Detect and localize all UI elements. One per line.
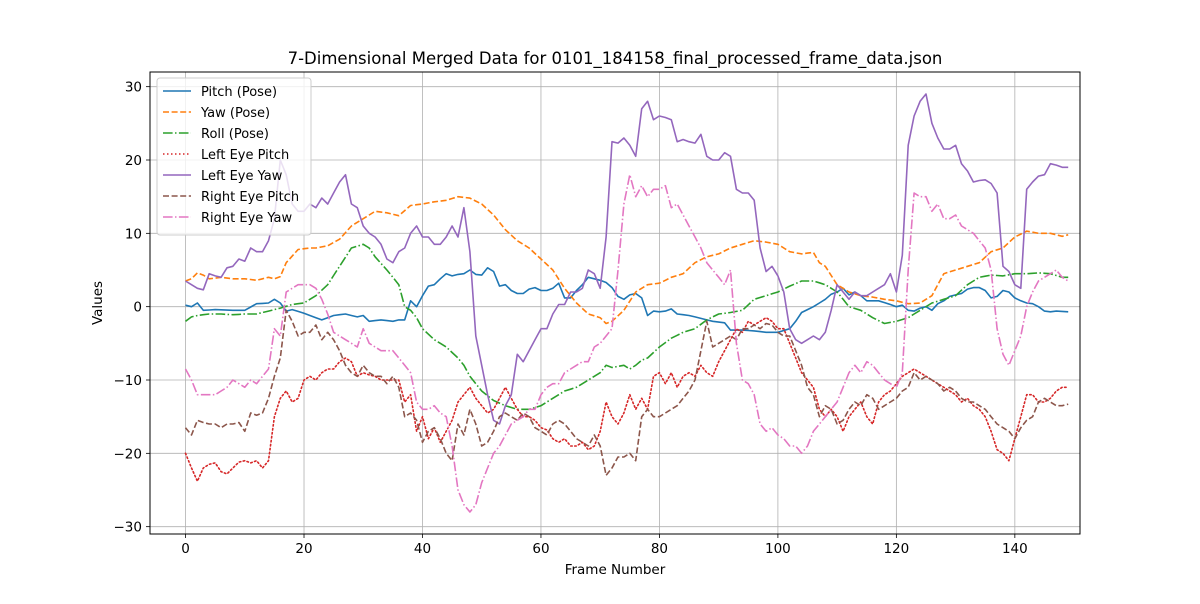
legend-label-pitch-pose: Pitch (Pose): [201, 85, 277, 100]
x-axis-label: Frame Number: [565, 562, 666, 578]
x-tick-label: 80: [651, 541, 668, 557]
series-line-yaw-pose: [185, 195, 1069, 325]
chart-title: 7-Dimensional Merged Data for 0101_18415…: [288, 49, 943, 69]
series-line-pitch-pose: [185, 267, 1069, 334]
legend-label-roll-pose: Roll (Pose): [201, 127, 269, 142]
legend-label-left-eye-yaw: Left Eye Yaw: [201, 169, 283, 184]
x-tick-label: 40: [414, 541, 431, 557]
axis-ticks: 0 20 40 60 80 100 120 140 −30 −20 −10 0 10 20 30: [114, 80, 1028, 557]
series-line-left-eye-pitch: [184, 316, 1069, 482]
x-tick-label: 100: [765, 541, 791, 557]
x-tick-label: 0: [181, 541, 190, 557]
y-tick-label: −10: [114, 373, 143, 389]
series-lines: [184, 93, 1069, 513]
series-line-right-eye-pitch: [184, 309, 1069, 477]
legend-label-right-eye-pitch: Right Eye Pitch: [201, 190, 299, 205]
legend-label-right-eye-yaw: Right Eye Yaw: [201, 211, 293, 226]
legend-label-yaw-pose: Yaw (Pose): [200, 106, 270, 121]
series-line-left-eye-yaw: [185, 93, 1069, 425]
x-tick-label: 140: [1002, 541, 1028, 557]
y-tick-label: −20: [114, 446, 143, 462]
series-line-roll-pose: [185, 243, 1069, 411]
series-line-right-eye-yaw: [184, 173, 1069, 513]
y-tick-label: 10: [125, 226, 142, 242]
x-tick-label: 60: [532, 541, 549, 557]
x-tick-label: 20: [295, 541, 312, 557]
plot-frame: [149, 71, 1081, 535]
legend-label-left-eye-pitch: Left Eye Pitch: [201, 148, 289, 163]
y-tick-label: 20: [125, 153, 142, 169]
legend: Pitch (Pose) Yaw (Pose) Roll (Pose) Left Ey…: [156, 77, 312, 236]
x-tick-label: 120: [883, 541, 909, 557]
y-tick-label: 30: [125, 80, 142, 96]
y-tick-label: −30: [114, 520, 143, 536]
y-tick-label: 0: [133, 300, 142, 316]
y-axis-label: Values: [90, 281, 106, 325]
legend-box: [156, 77, 312, 236]
